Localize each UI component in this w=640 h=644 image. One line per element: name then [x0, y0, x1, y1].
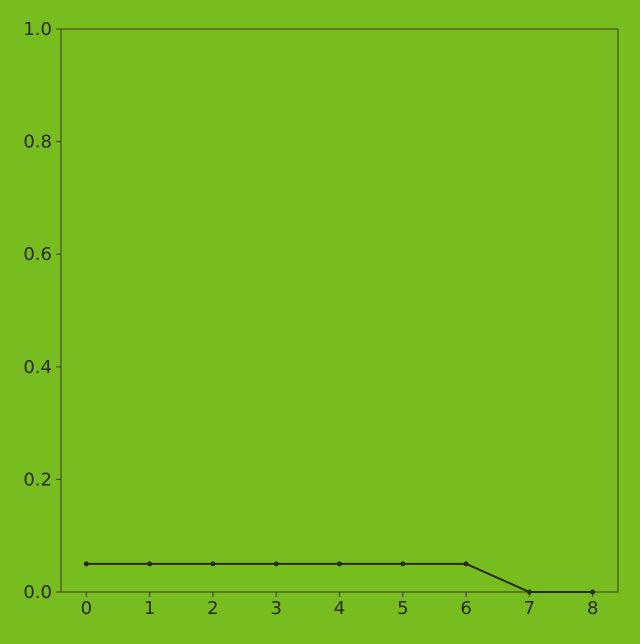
x-tick-label: 0 [81, 598, 92, 619]
x-tick-label: 7 [524, 598, 535, 619]
y-tick-label: 0.6 [23, 244, 52, 265]
x-tick-label: 3 [270, 598, 281, 619]
y-tick-label: 1.0 [23, 19, 52, 40]
axes: 0.0 0.2 0.4 0.6 0.8 1.0 0 1 2 3 4 5 6 7 8 [23, 19, 619, 619]
data-point [147, 561, 153, 567]
data-point [337, 561, 342, 567]
x-tick-label: 5 [397, 598, 408, 619]
y-tick-label: 0.0 [23, 582, 52, 603]
y-tick-label: 0.2 [23, 469, 52, 490]
x-tick-label: 1 [144, 598, 155, 619]
x-tick-label: 4 [334, 598, 345, 619]
series-layer [83, 561, 596, 595]
data-point [526, 589, 532, 595]
data-point [463, 561, 469, 567]
x-tick-label: 8 [587, 598, 598, 619]
data-point [590, 589, 596, 595]
y-tick-label: 0.8 [23, 132, 52, 153]
data-point [210, 561, 216, 567]
y-tick-label: 0.4 [23, 357, 52, 378]
x-tick-label: 6 [460, 598, 471, 619]
data-point [273, 561, 279, 567]
data-point [400, 561, 406, 567]
data-point [83, 561, 89, 567]
x-tick-label: 2 [207, 598, 218, 619]
